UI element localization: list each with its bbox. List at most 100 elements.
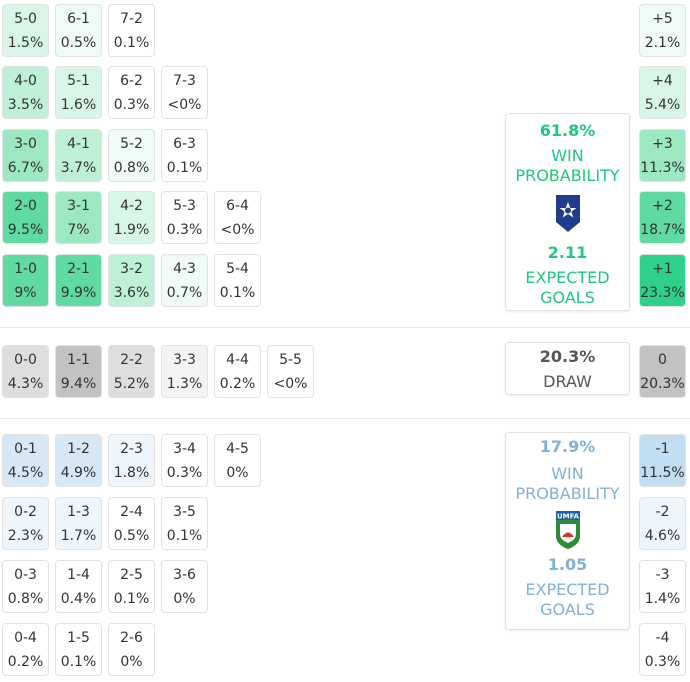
home-margin-cell-label: +3 [652,135,673,152]
away-scoreline-cell-label: 3-4 [173,440,196,457]
away-scoreline-cell-probability: 1.8% [113,464,150,481]
home-scoreline-cell-probability: 3.6% [113,284,150,301]
away-win-label: WIN [551,464,584,483]
home-scoreline-cell: 5-4 0.1% [214,254,261,307]
home-scoreline-cell: 4-1 3.7% [55,129,102,182]
away-scoreline-cell-probability: 1.7% [60,527,97,544]
away-scoreline-cell-probability: 0% [120,653,143,670]
home-scoreline-cell-label: 6-4 [226,197,249,214]
home-scoreline-cell-probability: 9.5% [7,221,44,238]
home-scoreline-cell-probability: 0.3% [166,221,203,238]
away-scoreline-cell-probability: 4.9% [60,464,97,481]
home-scoreline-cell-label: 4-1 [67,135,90,152]
home-scoreline-cell-probability: 6.7% [7,159,44,176]
away-margin-cell-probability: 4.6% [644,527,681,544]
away-scoreline-cell-label: 1-2 [67,440,90,457]
draw-scoreline-cell: 4-4 0.2% [214,345,261,398]
away-scoreline-cell: 4-5 0% [214,434,261,487]
away-scoreline-cell-label: 2-6 [120,629,143,646]
home-scoreline-cell: 6-2 0.3% [108,66,155,119]
home-scoreline-cell-label: 4-2 [120,197,143,214]
home-scoreline-cell: 7-3 <0% [161,66,208,119]
draw-scoreline-cell: 2-2 5.2% [108,345,155,398]
home-scoreline-cell-label: 6-3 [173,135,196,152]
draw-scoreline-cell-probability: 9.4% [60,375,97,392]
home-margin-cell-probability: 2.1% [644,34,681,51]
home-scoreline-cell: 1-0 9% [2,254,49,307]
home-scoreline-cell: 5-1 1.6% [55,66,102,119]
home-scoreline-cell-probability: 0.8% [113,159,150,176]
away-scoreline-cell: 0-3 0.8% [2,560,49,613]
away-scoreline-cell-probability: 0.1% [113,590,150,607]
star-crest-icon [555,195,580,232]
home-scoreline-cell-label: 7-3 [173,72,196,89]
home-scoreline-cell: 3-0 6.7% [2,129,49,182]
home-scoreline-cell-probability: <0% [167,96,202,113]
home-scoreline-cell: 4-2 1.9% [108,191,155,244]
home-scoreline-cell-probability: 0.7% [166,284,203,301]
home-scoreline-cell-probability: 9.9% [60,284,97,301]
away-scoreline-cell-label: 0-2 [14,503,37,520]
away-expected-goals: 1.05 [547,555,588,574]
draw-scoreline-cell: 0-0 4.3% [2,345,49,398]
home-scoreline-cell: 5-0 1.5% [2,4,49,57]
home-scoreline-cell-label: 2-0 [14,197,37,214]
away-margin-cell: -2 4.6% [639,497,686,550]
home-scoreline-cell-label: 2-1 [67,260,90,277]
away-margin-cell-probability: 11.5% [640,464,685,481]
draw-scoreline-cell-probability: 4.3% [7,375,44,392]
draw-scoreline-cell: 1-1 9.4% [55,345,102,398]
home-margin-cell-label: +5 [652,10,673,27]
away-scoreline-cell: 2-4 0.5% [108,497,155,550]
away-scoreline-cell: 0-1 4.5% [2,434,49,487]
away-scoreline-cell-label: 0-3 [14,566,37,583]
home-scoreline-cell-label: 6-2 [120,72,143,89]
divider [0,327,690,328]
away-scoreline-cell: 2-6 0% [108,623,155,676]
away-team-card: 17.9% WIN PROBABILITY UMFA 1.05 EXPECTED… [505,432,630,630]
away-scoreline-cell-probability: 4.5% [7,464,44,481]
home-win-percentage: 61.8% [539,121,596,140]
divider [0,418,690,419]
away-margin-cell-label: -3 [655,566,670,583]
away-scoreline-cell-label: 4-5 [226,440,249,457]
away-margin-cell: -1 11.5% [639,434,686,487]
svg-text:UMFA: UMFA [556,513,579,521]
away-scoreline-cell-label: 2-5 [120,566,143,583]
away-win-percentage: 17.9% [539,437,596,456]
home-scoreline-cell-probability: 9% [14,284,37,301]
away-xg-label: GOALS [540,600,595,619]
draw-label: DRAW [543,372,592,391]
away-scoreline-cell: 1-4 0.4% [55,560,102,613]
away-scoreline-cell: 3-5 0.1% [161,497,208,550]
home-scoreline-cell-label: 4-3 [173,260,196,277]
home-scoreline-cell-probability: 7% [67,221,90,238]
draw-scoreline-cell-probability: <0% [273,375,308,392]
home-scoreline-cell-label: 5-4 [226,260,249,277]
draw-scoreline-cell-label: 3-3 [173,351,196,368]
draw-scoreline-cell-probability: 1.3% [166,375,203,392]
away-scoreline-cell-label: 3-5 [173,503,196,520]
home-scoreline-cell-probability: 1.5% [7,34,44,51]
away-scoreline-cell: 2-3 1.8% [108,434,155,487]
home-scoreline-cell: 6-3 0.1% [161,129,208,182]
home-scoreline-cell: 5-3 0.3% [161,191,208,244]
home-scoreline-cell-label: 4-0 [14,72,37,89]
home-margin-cell: +4 5.4% [639,66,686,119]
home-scoreline-cell-probability: 1.9% [113,221,150,238]
umfa-crest-icon: UMFA [555,511,580,549]
home-margin-cell: +2 18.7% [639,191,686,244]
home-scoreline-cell-label: 5-1 [67,72,90,89]
away-scoreline-cell-label: 2-3 [120,440,143,457]
away-scoreline-cell: 3-6 0% [161,560,208,613]
away-scoreline-cell-label: 1-4 [67,566,90,583]
home-expected-goals: 2.11 [547,243,588,262]
home-scoreline-cell-label: 5-2 [120,135,143,152]
away-scoreline-cell: 1-5 0.1% [55,623,102,676]
home-margin-cell: +5 2.1% [639,4,686,57]
home-scoreline-cell-label: 3-0 [14,135,37,152]
home-scoreline-cell-probability: 0.3% [113,96,150,113]
home-scoreline-cell-label: 5-0 [14,10,37,27]
home-scoreline-cell-probability: <0% [220,221,255,238]
away-scoreline-cell: 3-4 0.3% [161,434,208,487]
